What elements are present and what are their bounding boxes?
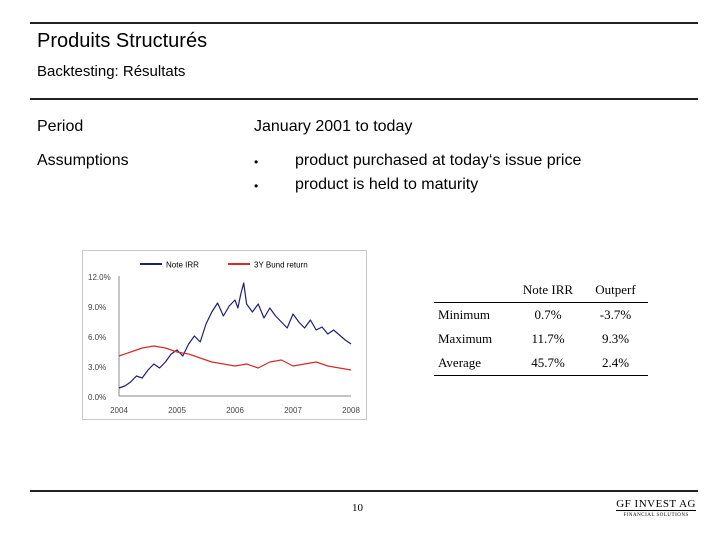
- table-row: Maximum 11.7% 9.3%: [434, 327, 648, 351]
- y-tick-label: 6.0%: [88, 333, 106, 342]
- legend-label-bund: 3Y Bund return: [254, 261, 308, 270]
- period-value: January 2001 to today: [254, 118, 413, 135]
- cell-note-irr: 45.7%: [513, 351, 583, 376]
- table-row: Average 45.7% 2.4%: [434, 351, 648, 376]
- period-label: Period: [37, 118, 84, 135]
- page-title: Produits Structurés: [37, 30, 208, 52]
- x-tick-label: 2004: [110, 406, 128, 415]
- irr-line-chart: Note IRR 3Y Bund return 0.0% 3.0% 6.0% 9…: [82, 250, 367, 420]
- x-tick-label: 2008: [342, 406, 360, 415]
- assumptions-label: Assumptions: [37, 152, 129, 169]
- assumption-item: product purchased at today‘s issue price: [295, 152, 582, 169]
- table-corner: [434, 278, 513, 303]
- row-label: Average: [434, 351, 513, 376]
- table-row: Minimum 0.7% -3.7%: [434, 303, 648, 328]
- top-rule: [30, 22, 698, 24]
- series-line-bund: [118, 345, 352, 371]
- column-header-outperf: Outperf: [583, 278, 648, 303]
- header-rule: [30, 98, 698, 100]
- page-number: 10: [352, 502, 363, 514]
- cell-outperf: -3.7%: [599, 307, 632, 322]
- logo-text: GF INVEST AG: [616, 498, 696, 511]
- x-tick-label: 2005: [168, 406, 186, 415]
- footer-rule: [30, 490, 698, 492]
- table-header-row: Note IRR Outperf: [434, 278, 648, 303]
- chart-frame: [82, 250, 367, 420]
- y-tick-label: 9.0%: [88, 303, 106, 312]
- cell-note-irr: 0.7%: [534, 307, 562, 322]
- assumption-item: product is held to maturity: [295, 176, 479, 193]
- bullet-icon: •: [254, 179, 259, 193]
- cell-note-irr: 11.7%: [531, 331, 565, 346]
- x-tick-label: 2006: [226, 406, 244, 415]
- page-subtitle: Backtesting: Résultats: [37, 63, 186, 80]
- column-header-note-irr: Note IRR: [513, 278, 583, 303]
- cell-outperf: 9.3%: [601, 331, 630, 346]
- y-tick-label: 3.0%: [88, 363, 106, 372]
- cell-outperf: 2.4%: [583, 351, 648, 376]
- series-line-note-irr: [118, 282, 352, 389]
- row-label: Maximum: [438, 331, 493, 346]
- legend-label-note-irr: Note IRR: [166, 261, 199, 270]
- row-label: Minimum: [438, 307, 491, 322]
- results-table: Note IRR Outperf Minimum 0.7% -3.7% Maxi…: [434, 278, 648, 376]
- y-tick-label: 0.0%: [88, 393, 106, 402]
- logo-subtext: FINANCIAL SOLUTIONS: [623, 513, 689, 518]
- company-logo: GF INVEST AG FINANCIAL SOLUTIONS: [616, 498, 696, 518]
- x-tick-label: 2007: [284, 406, 302, 415]
- y-tick-label: 12.0%: [88, 273, 111, 282]
- bullet-icon: •: [254, 155, 259, 169]
